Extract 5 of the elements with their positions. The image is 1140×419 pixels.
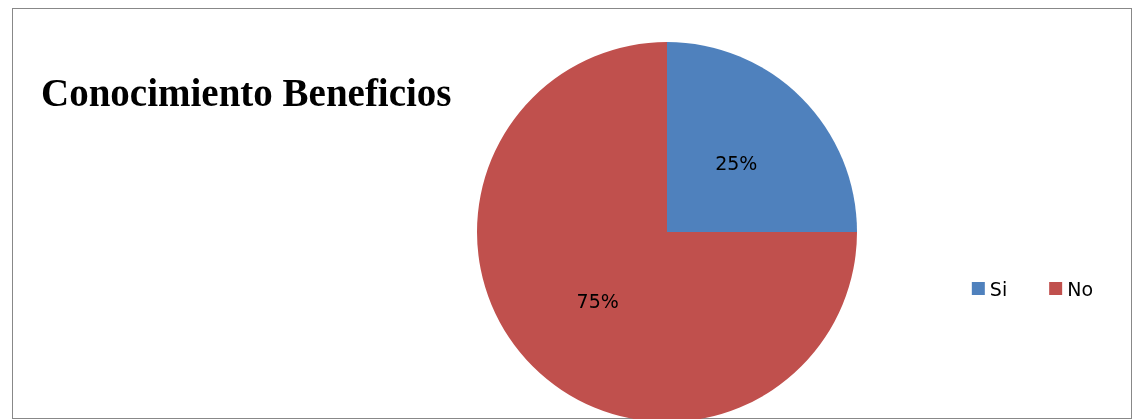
legend-label: Si — [989, 277, 1008, 300]
data-label: 75% — [576, 290, 619, 313]
text: Conocimiento Beneficios — [41, 71, 452, 114]
legend-label: No — [1067, 277, 1094, 300]
data-label: 25% — [715, 151, 758, 174]
